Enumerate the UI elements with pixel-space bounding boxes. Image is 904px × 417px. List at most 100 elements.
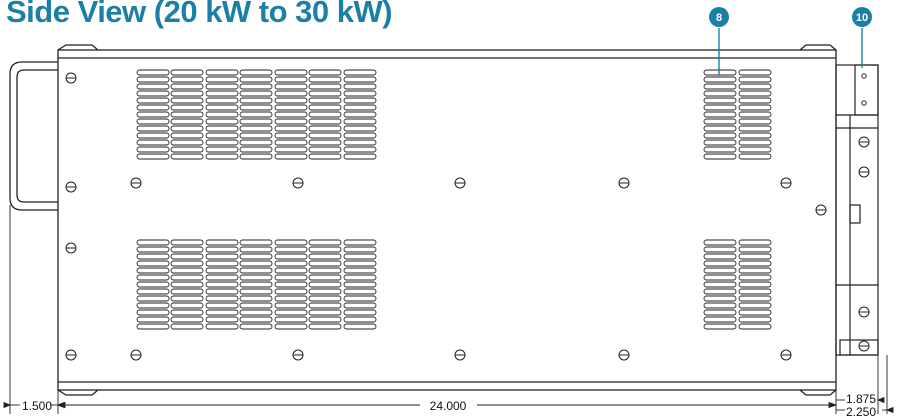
vent-slot <box>343 274 377 281</box>
screw-icon <box>65 72 77 84</box>
vent-slot <box>205 118 239 125</box>
vent-slot <box>738 281 772 288</box>
vent-slot <box>738 83 772 90</box>
vent-slot <box>170 309 204 316</box>
vent-slot <box>205 253 239 260</box>
vent-slot <box>343 104 377 111</box>
vent-slot <box>170 260 204 267</box>
vent-slot <box>703 239 737 246</box>
vent-slot <box>274 239 308 246</box>
vent-slot <box>205 125 239 132</box>
callout-10: 10 <box>852 7 872 27</box>
screw-icon <box>858 306 870 318</box>
vent-slot <box>738 267 772 274</box>
vent-slot <box>274 76 308 83</box>
vent-slot <box>274 90 308 97</box>
vent-slot <box>738 323 772 330</box>
vent-slot <box>274 118 308 125</box>
vent-slot <box>136 76 170 83</box>
dimension-lines <box>3 205 894 414</box>
vent-slot <box>738 253 772 260</box>
vent-slot <box>136 239 170 246</box>
vent-slot <box>136 246 170 253</box>
vent-slot <box>274 316 308 323</box>
vent-slot <box>274 132 308 139</box>
vent-slot <box>170 118 204 125</box>
screw-icon <box>130 177 142 189</box>
vent-slot <box>136 302 170 309</box>
vent-slot <box>170 146 204 153</box>
vent-slot <box>170 288 204 295</box>
vent-slot <box>343 118 377 125</box>
vent-slot <box>239 260 273 267</box>
vent-slot <box>170 239 204 246</box>
vent-block-lower-right <box>703 239 772 330</box>
vent-slot <box>738 309 772 316</box>
vent-slot <box>136 316 170 323</box>
vent-slot <box>738 288 772 295</box>
vent-slot <box>205 111 239 118</box>
vent-slot <box>738 90 772 97</box>
vent-slot <box>239 281 273 288</box>
vent-slot <box>136 146 170 153</box>
vent-slot <box>239 76 273 83</box>
callout-10-label: 10 <box>856 12 868 24</box>
vent-slot <box>274 309 308 316</box>
callout-8-marker <box>709 7 729 27</box>
vent-slot <box>274 302 308 309</box>
vent-slot <box>274 146 308 153</box>
vent-slot <box>738 239 772 246</box>
vent-slot <box>274 281 308 288</box>
vent-slot <box>308 139 342 146</box>
vent-slot <box>239 97 273 104</box>
vent-slot <box>274 139 308 146</box>
vent-slot <box>274 274 308 281</box>
vent-slot <box>308 260 342 267</box>
screw-icon <box>858 166 870 178</box>
vent-slot <box>308 309 342 316</box>
vent-slot <box>343 153 377 160</box>
vent-slot <box>170 281 204 288</box>
vent-slot <box>274 267 308 274</box>
vent-slot <box>703 69 737 76</box>
vent-slot <box>170 323 204 330</box>
vent-slot <box>170 267 204 274</box>
vent-slot <box>239 90 273 97</box>
dimension-main: 24.000 <box>430 399 467 413</box>
vent-slot <box>738 302 772 309</box>
vent-block-lower-left <box>136 239 377 330</box>
vent-slot <box>239 125 273 132</box>
vent-slot <box>343 253 377 260</box>
vent-slot <box>738 97 772 104</box>
vent-slot <box>308 274 342 281</box>
vent-slot <box>239 69 273 76</box>
screw-icon <box>858 136 870 148</box>
chassis-body <box>57 44 837 396</box>
vent-slot <box>239 267 273 274</box>
vent-slot <box>738 274 772 281</box>
vent-slot <box>703 288 737 295</box>
vent-slot <box>205 288 239 295</box>
vent-slot <box>343 132 377 139</box>
vent-slot <box>343 139 377 146</box>
vent-slot <box>703 274 737 281</box>
vent-slot <box>738 132 772 139</box>
vent-slot <box>274 246 308 253</box>
vent-slot <box>205 295 239 302</box>
vent-slot <box>343 260 377 267</box>
dimension-left: 1.500 <box>22 399 52 413</box>
vent-slot <box>205 323 239 330</box>
vent-slot <box>308 302 342 309</box>
vent-slot <box>205 153 239 160</box>
vent-slot <box>136 274 170 281</box>
vent-slot <box>136 90 170 97</box>
vent-slot <box>738 246 772 253</box>
vent-slot <box>239 239 273 246</box>
vent-slot <box>170 153 204 160</box>
vent-slot <box>205 76 239 83</box>
vent-slot <box>703 281 737 288</box>
vent-slot <box>308 153 342 160</box>
vent-slot <box>170 125 204 132</box>
vent-slot <box>343 267 377 274</box>
